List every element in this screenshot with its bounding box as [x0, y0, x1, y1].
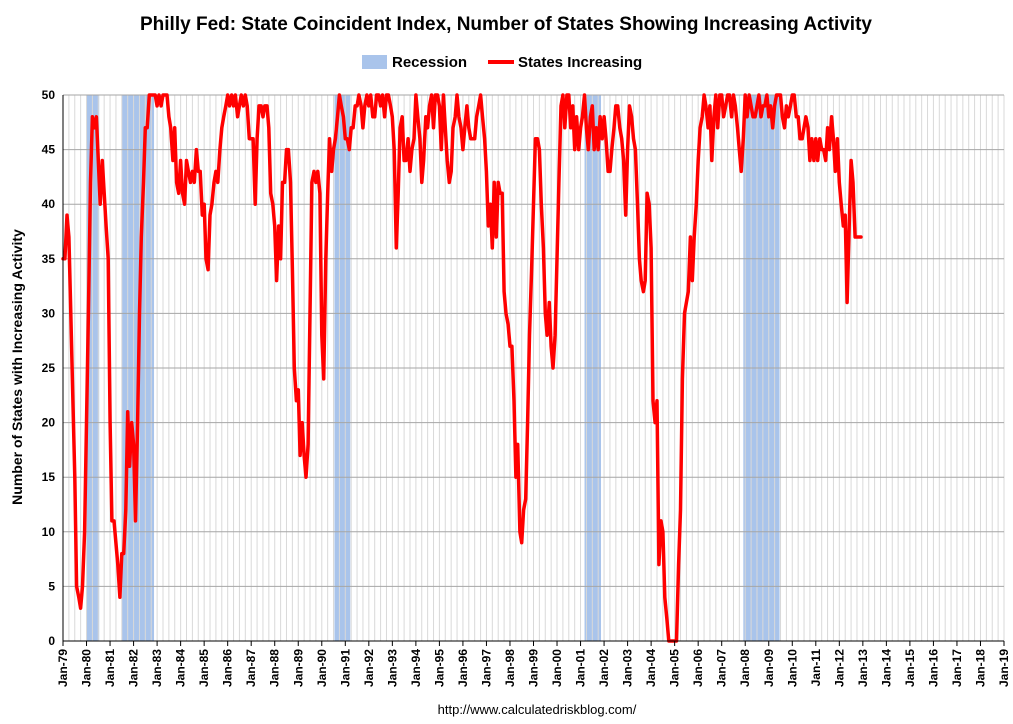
x-tick-label: Jan-87: [244, 649, 258, 687]
x-tick-label: Jan-19: [997, 649, 1011, 687]
y-tick-label: 35: [42, 252, 56, 266]
x-tick-label: Jan-05: [668, 649, 682, 687]
x-tick-label: Jan-12: [832, 649, 846, 687]
x-tick-label: Jan-15: [903, 649, 917, 687]
legend: Recession States Increasing: [362, 54, 642, 71]
x-tick-label: Jan-18: [973, 649, 987, 687]
y-tick-label: 40: [42, 197, 56, 211]
x-tick-label: Jan-82: [127, 649, 141, 687]
x-tick-label: Jan-04: [644, 649, 658, 687]
y-axis-label: Number of States with Increasing Activit…: [9, 229, 25, 505]
x-tick-label: Jan-86: [221, 649, 235, 687]
x-tick-label: Jan-79: [56, 649, 70, 687]
x-tick-label: Jan-16: [926, 649, 940, 687]
x-tick-label: Jan-84: [174, 649, 188, 687]
y-tick-label: 10: [42, 525, 56, 539]
y-tick-labels: 0 5 10 15 20 25 30 35 40 45 50: [42, 88, 56, 648]
x-tick-label: Jan-98: [503, 649, 517, 687]
x-tick-label: Jan-80: [80, 649, 94, 687]
y-tick-label: 45: [42, 143, 56, 157]
y-tick-label: 5: [48, 579, 55, 593]
x-tick-label: Jan-13: [856, 649, 870, 687]
x-tick-label: Jan-07: [715, 649, 729, 687]
x-tick-label: Jan-08: [738, 649, 752, 687]
series-lines: [61, 93, 863, 643]
legend-states-label: States Increasing: [518, 54, 642, 71]
series-line-states-increasing: [61, 93, 863, 643]
x-tick-label: Jan-89: [291, 649, 305, 687]
x-tick-label: Jan-91: [338, 649, 352, 687]
x-tick-label: Jan-10: [785, 649, 799, 687]
x-tick-label: Jan-90: [315, 649, 329, 687]
x-tick-label: Jan-11: [809, 649, 823, 687]
x-tick-label: Jan-95: [432, 649, 446, 687]
x-tick-label: Jan-99: [527, 649, 541, 687]
x-tick-label: Jan-02: [597, 649, 611, 687]
x-tick-label: Jan-97: [479, 649, 493, 687]
x-tick-label: Jan-00: [550, 649, 564, 687]
x-tick-label: Jan-85: [197, 649, 211, 687]
source-note: http://www.calculatedriskblog.com/: [438, 702, 637, 717]
x-tick-label: Jan-93: [385, 649, 399, 687]
x-tick-label: Jan-81: [103, 649, 117, 687]
x-tick-label: Jan-96: [456, 649, 470, 687]
axes: [62, 95, 1005, 646]
x-tick-label: Jan-94: [409, 649, 423, 687]
x-tick-label: Jan-09: [762, 649, 776, 687]
x-tick-label: Jan-06: [691, 649, 705, 687]
x-tick-label: Jan-03: [621, 649, 635, 687]
x-tick-label: Jan-01: [574, 649, 588, 687]
chart-title: Philly Fed: State Coincident Index, Numb…: [140, 14, 872, 35]
x-tick-label: Jan-17: [950, 649, 964, 687]
y-tick-label: 0: [48, 634, 55, 648]
legend-recession-label: Recession: [392, 54, 467, 71]
y-tick-label: 15: [42, 470, 56, 484]
x-tick-labels: Jan-79 Jan-80 Jan-81 Jan-82 Jan-83 Jan-84 Jan-…: [56, 649, 1011, 687]
y-tick-label: 30: [42, 306, 56, 320]
x-tick-label: Jan-14: [879, 649, 893, 687]
legend-recession-swatch: [362, 55, 387, 69]
y-tick-label: 20: [42, 416, 56, 430]
x-tick-label: Jan-83: [150, 649, 164, 687]
x-tick-label: Jan-88: [268, 649, 282, 687]
x-tick-label: Jan-92: [362, 649, 376, 687]
y-tick-label: 50: [42, 88, 56, 102]
y-tick-label: 25: [42, 361, 56, 375]
